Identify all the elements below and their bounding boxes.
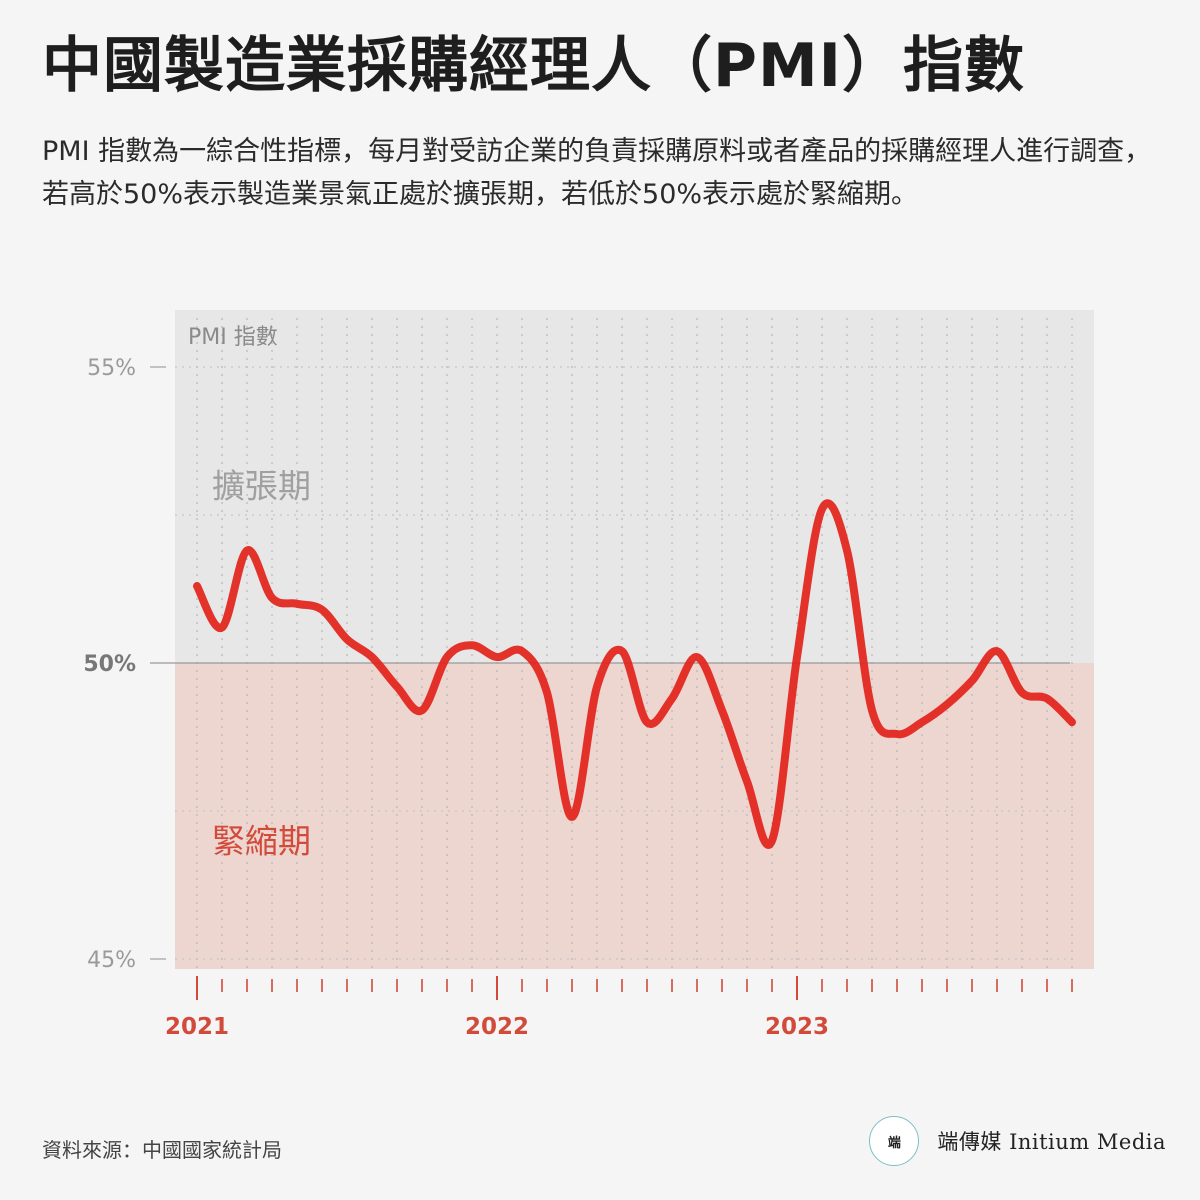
brand[interactable]: 端 端傳媒 Initium Media <box>869 1116 1166 1166</box>
contraction-zone-band <box>175 663 1094 969</box>
x-year-label: 2021 <box>165 1014 229 1040</box>
y-axis-label: PMI 指數 <box>188 325 278 350</box>
data-source: 資料來源：中國國家統計局 <box>42 1138 282 1162</box>
initium-logo-icon: 端 <box>869 1116 920 1166</box>
x-year-label: 2023 <box>765 1014 829 1040</box>
chart-title: 中國製造業採購經理人（PMI）指數 <box>42 31 1026 101</box>
contraction-zone-label: 緊縮期 <box>212 822 311 861</box>
expansion-zone-band <box>175 310 1094 663</box>
y-tick-label: 50% <box>83 652 136 677</box>
y-tick-label: 55% <box>87 356 136 381</box>
pmi-series-line <box>193 499 1076 849</box>
y-tick-label: 45% <box>87 948 136 973</box>
x-year-label: 2022 <box>465 1014 529 1040</box>
chart-subtitle: PMI 指數為一綜合性指標，每月對受訪企業的負責採購原料或者產品的採購經理人進行… <box>42 136 1152 211</box>
brand-name: 端傳媒 Initium Media <box>937 1130 1166 1154</box>
expansion-zone-label: 擴張期 <box>212 466 311 505</box>
